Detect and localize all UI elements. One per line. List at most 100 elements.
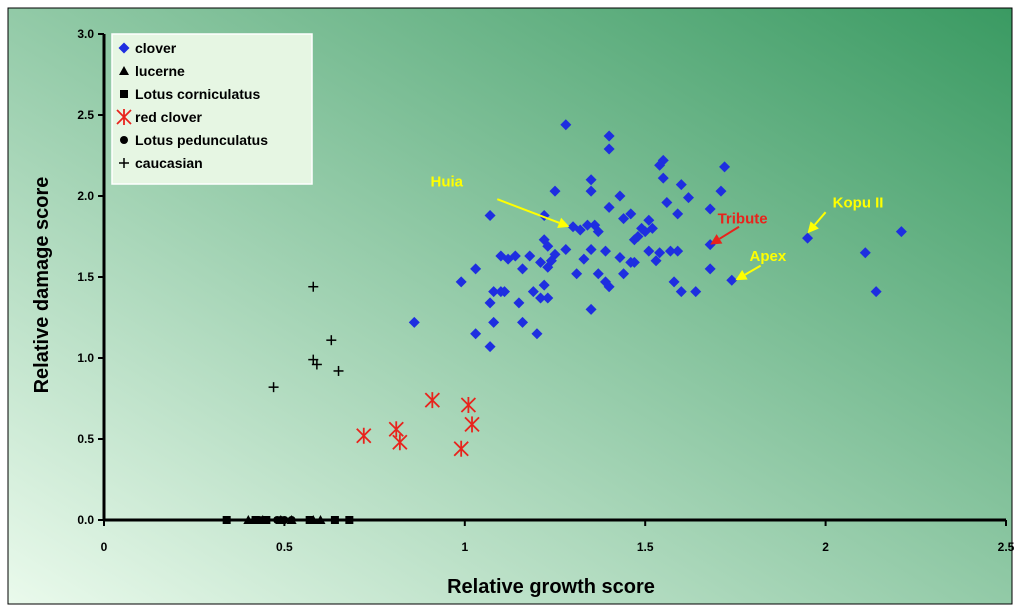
point-lucerne (315, 515, 326, 524)
point-clover (517, 316, 529, 328)
point-clover (704, 263, 716, 275)
point-caucasian (308, 281, 319, 292)
point-clover (549, 185, 561, 197)
x-tick-label: 1 (461, 540, 468, 554)
point-lotus-pedunculatus (287, 516, 296, 524)
legend-marker-caucasian (119, 158, 129, 168)
legend-box (111, 33, 313, 185)
series-lotus-pedunculatus (255, 516, 296, 524)
annotation-arrow-tribute (718, 225, 740, 240)
series-caucasian (268, 281, 344, 393)
point-clover (704, 203, 716, 215)
annotation-arrow-apex (744, 264, 762, 276)
legend-marker-red-clover (116, 109, 132, 125)
point-red-clover (392, 434, 408, 451)
point-clover (625, 208, 637, 220)
point-caucasian (333, 365, 344, 376)
x-axis-title: Relative growth score (447, 576, 655, 598)
legend-label-clover: clover (135, 40, 177, 56)
point-clover (527, 286, 539, 298)
legend: clover lucerne Lotus corniculatus red clove… (111, 33, 313, 185)
point-clover (578, 253, 590, 265)
point-clover (614, 190, 626, 202)
point-lotus-corniculatus (330, 516, 339, 524)
point-clover (675, 179, 687, 191)
point-clover (618, 268, 630, 280)
point-clover (531, 328, 543, 340)
point-clover (639, 226, 651, 238)
point-clover (682, 192, 694, 204)
point-clover (643, 214, 655, 226)
y-tick-label: 2.5 (77, 108, 94, 122)
annotation-arrowhead-huia (557, 217, 570, 228)
y-tick-label: 1.5 (77, 270, 94, 284)
annotation-label-huia: Huia (431, 173, 464, 190)
point-clover (603, 143, 615, 155)
point-clover (542, 240, 554, 252)
point-clover (484, 209, 496, 221)
point-clover (802, 232, 814, 244)
legend-item-clover: clover (118, 40, 177, 56)
point-clover (643, 245, 655, 257)
point-clover (524, 250, 536, 262)
point-clover (628, 256, 640, 268)
annotation-kopu-ii: Kopu II (807, 194, 884, 234)
point-clover (600, 245, 612, 257)
series-clover (408, 119, 907, 353)
annotation-label-apex: Apex (750, 248, 787, 265)
point-lotus-corniculatus (222, 516, 231, 524)
point-clover (470, 328, 482, 340)
point-clover (498, 286, 510, 298)
y-axis-title: Relative damage score (31, 177, 53, 394)
legend-label-lucerne: lucerne (135, 63, 185, 79)
legend-marker-lotus-pedunculatus (120, 136, 128, 144)
point-clover (603, 281, 615, 293)
x-tick-label: 2 (822, 540, 829, 554)
legend-item-caucasian: caucasian (119, 155, 203, 171)
x-tick-label: 0 (101, 540, 108, 554)
point-clover (542, 292, 554, 304)
point-clover (488, 286, 500, 298)
point-lotus-corniculatus (345, 516, 354, 524)
point-clover (571, 268, 583, 280)
point-clover (870, 286, 882, 298)
point-clover (502, 253, 514, 265)
point-red-clover (453, 440, 469, 457)
y-tick-label: 1.0 (77, 351, 94, 365)
point-red-clover (424, 392, 440, 409)
point-clover (484, 341, 496, 353)
point-red-clover (464, 416, 480, 433)
point-clover (632, 231, 644, 242)
legend-marker-lotus-corniculatus (120, 90, 128, 98)
annotation-apex: Apex (735, 248, 787, 281)
legend-marker-clover (118, 42, 130, 54)
point-clover (895, 226, 907, 238)
annotation-label-kopu-ii: Kopu II (833, 194, 884, 211)
point-clover (715, 185, 727, 197)
y-tick-label: 0.0 (77, 513, 94, 527)
point-lotus-corniculatus (305, 516, 314, 524)
y-tick-label: 0.5 (77, 432, 94, 446)
point-lucerne (243, 515, 254, 524)
point-clover (618, 213, 630, 225)
point-clover (675, 286, 687, 298)
point-clover (592, 226, 604, 238)
point-clover (603, 130, 615, 142)
x-tick-label: 0.5 (276, 540, 293, 554)
point-clover (513, 297, 525, 309)
annotation-huia: Huia (431, 173, 570, 228)
legend-item-red-clover: red clover (116, 109, 202, 125)
legend-item-lucerne: lucerne (119, 63, 185, 79)
point-clover (581, 219, 593, 231)
legend-marker-lucerne (119, 66, 129, 75)
point-clover (661, 196, 673, 208)
point-clover (719, 161, 731, 173)
point-clover (654, 247, 666, 259)
point-clover (592, 268, 604, 280)
point-clover (455, 276, 467, 288)
point-red-clover (388, 421, 404, 438)
annotation-arrowhead-tribute (710, 234, 723, 245)
annotation-arrow-huia (496, 198, 560, 224)
